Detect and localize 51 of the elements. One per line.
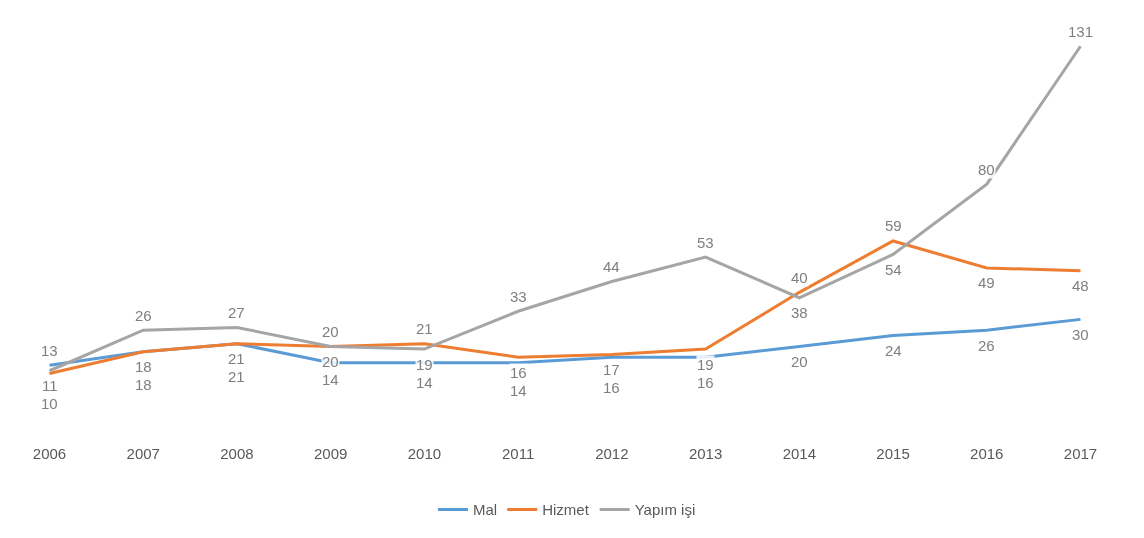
x-tick-label: 2013 <box>688 445 723 462</box>
data-label: 30 <box>1072 326 1089 343</box>
data-label: 16 <box>510 364 527 381</box>
data-label: 44 <box>603 258 620 275</box>
data-label: 21 <box>228 350 245 367</box>
data-label: 19 <box>697 356 714 373</box>
x-tick-label: 2016 <box>970 445 1004 462</box>
x-tick-label: 2015 <box>876 445 910 462</box>
data-label: 59 <box>885 217 902 234</box>
x-tick-label: 2011 <box>502 445 535 462</box>
data-label: 16 <box>603 379 620 396</box>
data-label: 19 <box>416 356 433 373</box>
x-tick-label: 2009 <box>313 445 348 462</box>
data-label: 21 <box>228 368 245 385</box>
data-label: 21 <box>416 320 433 337</box>
data-label: 48 <box>1072 277 1089 294</box>
data-label: 24 <box>885 342 902 359</box>
legend-label: Yapım işi <box>634 501 696 519</box>
data-label: 40 <box>791 269 808 286</box>
data-label: 20 <box>322 353 339 370</box>
data-label: 26 <box>135 307 152 324</box>
data-label: 18 <box>135 358 152 375</box>
legend-label: Mal <box>473 501 498 519</box>
data-label: 53 <box>697 234 714 251</box>
data-label: 80 <box>978 161 995 178</box>
data-label: 38 <box>791 304 808 321</box>
data-label: 131 <box>1068 23 1094 40</box>
data-label: 14 <box>510 382 527 399</box>
data-label: 17 <box>603 361 620 378</box>
data-label: 49 <box>978 274 995 291</box>
data-label: 14 <box>416 374 433 391</box>
data-label: 13 <box>41 342 58 359</box>
x-tick-label: 2017 <box>1063 445 1098 462</box>
x-tick-label: 2008 <box>220 445 254 462</box>
data-label: 26 <box>978 337 995 354</box>
x-tick-label: 2006 <box>32 445 67 462</box>
data-label: 20 <box>322 323 339 340</box>
data-label: 16 <box>697 374 714 391</box>
x-tick-label: 2007 <box>126 445 160 462</box>
data-label: 11 <box>42 377 58 394</box>
x-tick-label: 2012 <box>595 445 629 462</box>
data-label: 33 <box>510 288 527 305</box>
data-label: 54 <box>885 261 902 278</box>
data-label: 27 <box>228 304 245 321</box>
data-label: 18 <box>135 376 152 393</box>
legend-label: Hizmet <box>542 501 590 519</box>
x-tick-label: 2014 <box>782 445 817 462</box>
data-label: 20 <box>791 353 808 370</box>
data-label: 14 <box>322 371 339 388</box>
x-tick-label: 2010 <box>407 445 442 462</box>
data-label: 10 <box>41 395 58 412</box>
